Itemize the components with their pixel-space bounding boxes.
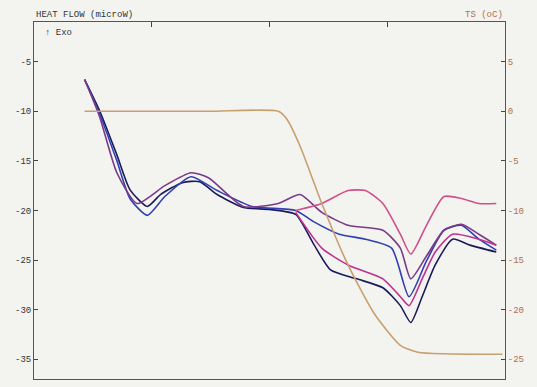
- svg-text:-15: -15: [508, 256, 524, 266]
- svg-text:↑ Exo: ↑ Exo: [45, 28, 72, 38]
- svg-text:-25: -25: [15, 256, 31, 266]
- svg-text:5: 5: [508, 58, 513, 68]
- svg-text:-20: -20: [508, 306, 524, 316]
- svg-text:-25: -25: [508, 355, 524, 365]
- svg-text:-35: -35: [15, 355, 31, 365]
- svg-text:-5: -5: [20, 58, 31, 68]
- svg-text:HEAT FLOW (microW): HEAT FLOW (microW): [36, 10, 133, 20]
- svg-text:0: 0: [508, 107, 513, 117]
- svg-text:-10: -10: [15, 107, 31, 117]
- svg-text:-5: -5: [508, 157, 519, 167]
- svg-text:-15: -15: [15, 157, 31, 167]
- svg-text:-10: -10: [508, 207, 524, 217]
- svg-text:-30: -30: [15, 306, 31, 316]
- svg-text:TS (oC): TS (oC): [465, 10, 503, 20]
- svg-text:-20: -20: [15, 207, 31, 217]
